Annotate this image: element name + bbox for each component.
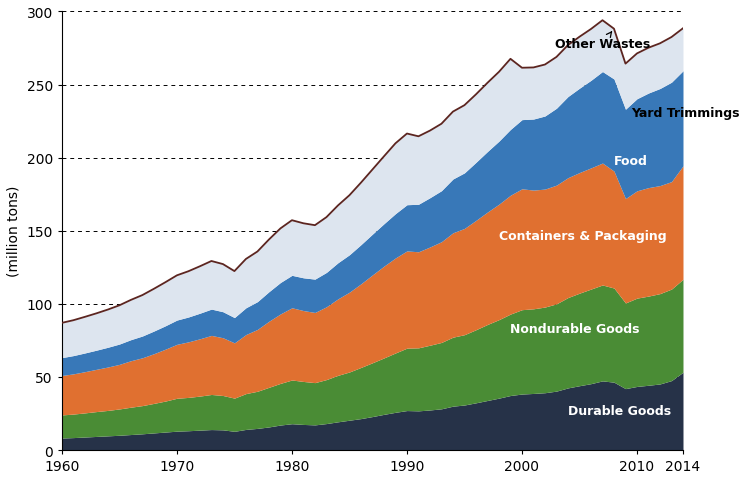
Text: Nondurable Goods: Nondurable Goods	[511, 323, 640, 336]
Text: Other Wastes: Other Wastes	[555, 33, 650, 51]
Text: Durable Goods: Durable Goods	[568, 404, 671, 417]
Text: Yard Trimmings: Yard Trimmings	[632, 107, 740, 120]
Text: Food: Food	[614, 155, 648, 168]
Text: Containers & Packaging: Containers & Packaging	[499, 229, 667, 242]
Y-axis label: (million tons): (million tons)	[7, 186, 21, 277]
